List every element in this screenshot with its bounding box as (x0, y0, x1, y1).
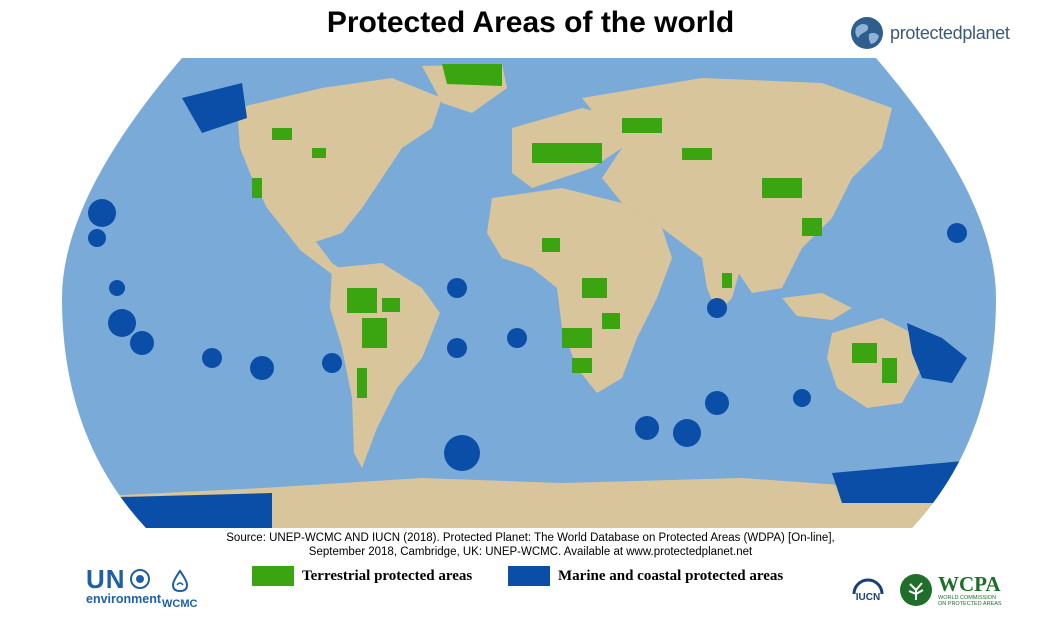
wcpa-subtitle-line-2: ON PROTECTED AREAS (938, 601, 1002, 607)
north-america (237, 78, 442, 243)
wcmc-logo-text: WCMC (162, 598, 198, 610)
central-america (287, 233, 347, 278)
un-environment-logo: UN environment (86, 566, 161, 606)
wcpa-logo: WCPA WORLD COMMISSION ON PROTECTED AREAS (898, 572, 1002, 608)
terrestrial-protected-areas (252, 64, 897, 398)
globe-icon (851, 17, 883, 49)
un-logo-text: UN (86, 564, 126, 594)
source-citation: Source: UNEP-WCMC AND IUCN (2018). Prote… (0, 531, 1061, 559)
environment-logo-text: environment (86, 592, 162, 606)
wcpa-logo-text: WCPA (938, 572, 1001, 596)
iucn-emblem-icon: IUCN (852, 578, 884, 603)
world-map (62, 58, 996, 528)
marine-swatch (508, 566, 550, 586)
protectedplanet-wordmark: protectedplanet (890, 22, 1010, 43)
terrestrial-swatch (252, 566, 294, 586)
wcmc-drop-icon (171, 569, 188, 593)
iucn-logo: IUCN (846, 572, 890, 621)
marine-label: Marine and coastal protected areas (558, 567, 784, 584)
southeast-asia-islands (782, 293, 852, 320)
source-line-2: September 2018, Cambridge, UK: UNEP-WCMC… (308, 546, 753, 558)
protectedplanet-logo: protectedplanet (850, 16, 1010, 50)
legend-marine: Marine and coastal protected areas (508, 566, 783, 586)
terrestrial-label: Terrestrial protected areas (302, 567, 473, 584)
south-america (330, 263, 440, 468)
legend-terrestrial: Terrestrial protected areas (252, 566, 472, 586)
wcmc-logo: WCMC (162, 569, 197, 610)
map-title: Protected Areas of the world (326, 6, 735, 39)
source-line-1: Source: UNEP-WCMC AND IUCN (2018). Prote… (226, 532, 835, 544)
iucn-logo-text: IUCN (856, 592, 880, 603)
wcpa-subtitle-line-1: WORLD COMMISSION (938, 595, 997, 601)
antarctica (62, 478, 996, 528)
un-emblem-icon (129, 569, 150, 589)
africa (487, 188, 672, 393)
wcpa-tree-icon (900, 574, 932, 606)
